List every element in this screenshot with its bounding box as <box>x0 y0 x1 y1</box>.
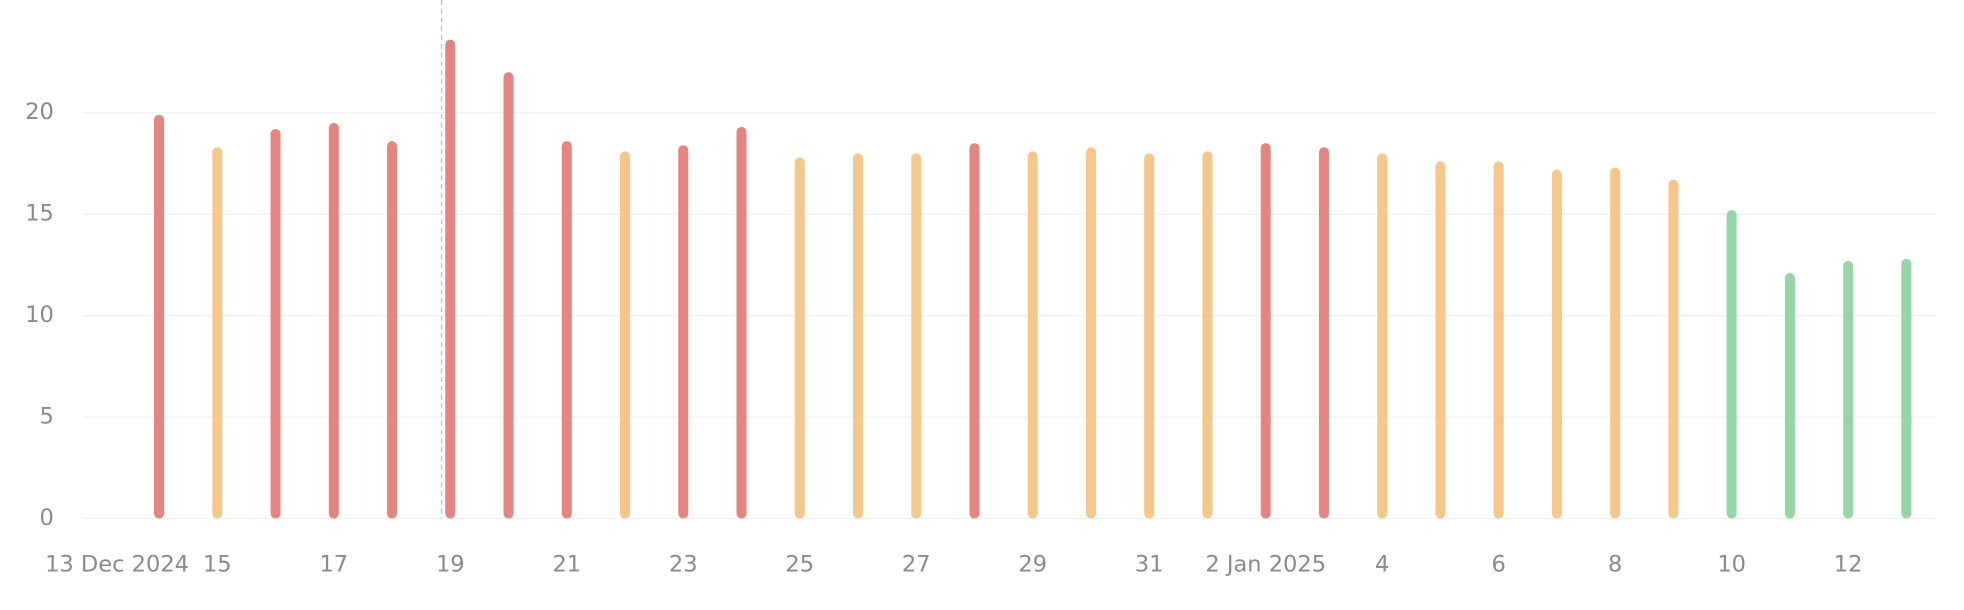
x-tick-label: 19 <box>436 551 465 577</box>
bar <box>1843 260 1854 519</box>
bar <box>852 153 864 519</box>
bar <box>328 122 339 519</box>
bar <box>212 147 223 519</box>
bar <box>1260 143 1271 519</box>
y-tick-label: 0 <box>40 505 54 531</box>
x-tick-label: 6 <box>1492 551 1506 577</box>
bar <box>1144 153 1155 519</box>
bar <box>1202 151 1213 519</box>
x-tick-label: 13 Dec 2024 <box>45 551 189 577</box>
y-tick-label: 20 <box>25 99 54 125</box>
bar <box>1901 258 1912 519</box>
x-tick-label: 10 <box>1717 551 1746 577</box>
bar <box>736 126 747 519</box>
x-tick-label: 8 <box>1608 551 1622 577</box>
bar <box>1435 161 1446 519</box>
bar <box>1668 179 1679 519</box>
bar <box>503 72 514 519</box>
x-tick-label: 29 <box>1018 551 1047 577</box>
y-tick-label: 5 <box>40 404 54 430</box>
bar <box>1610 167 1621 519</box>
x-tick-label: 31 <box>1135 551 1164 577</box>
bar <box>1027 151 1038 519</box>
bar <box>561 141 572 519</box>
x-tick-label: 4 <box>1375 551 1389 577</box>
x-tick-label: 21 <box>552 551 581 577</box>
bar <box>1493 161 1504 519</box>
bar <box>1551 169 1562 519</box>
bar <box>911 153 922 519</box>
x-tick-label: 25 <box>785 551 814 577</box>
bar <box>794 157 805 519</box>
bar <box>969 143 980 519</box>
bar <box>620 151 631 519</box>
x-tick-label: 15 <box>203 551 232 577</box>
x-tick-label: 27 <box>902 551 931 577</box>
bar <box>678 145 689 519</box>
bar <box>1784 273 1795 519</box>
bar <box>270 128 281 519</box>
bar <box>1318 147 1329 519</box>
bar <box>1726 210 1737 519</box>
y-tick-label: 15 <box>25 201 54 227</box>
bar <box>154 114 165 519</box>
y-tick-label: 10 <box>25 302 54 328</box>
x-tick-label: 12 <box>1834 551 1863 577</box>
x-tick-label: 23 <box>669 551 698 577</box>
bar <box>387 141 398 519</box>
x-tick-label: 2 Jan 2025 <box>1205 551 1326 577</box>
bar <box>1085 147 1096 519</box>
bar <box>1377 153 1388 519</box>
bar <box>445 39 456 519</box>
x-tick-label: 17 <box>319 551 348 577</box>
